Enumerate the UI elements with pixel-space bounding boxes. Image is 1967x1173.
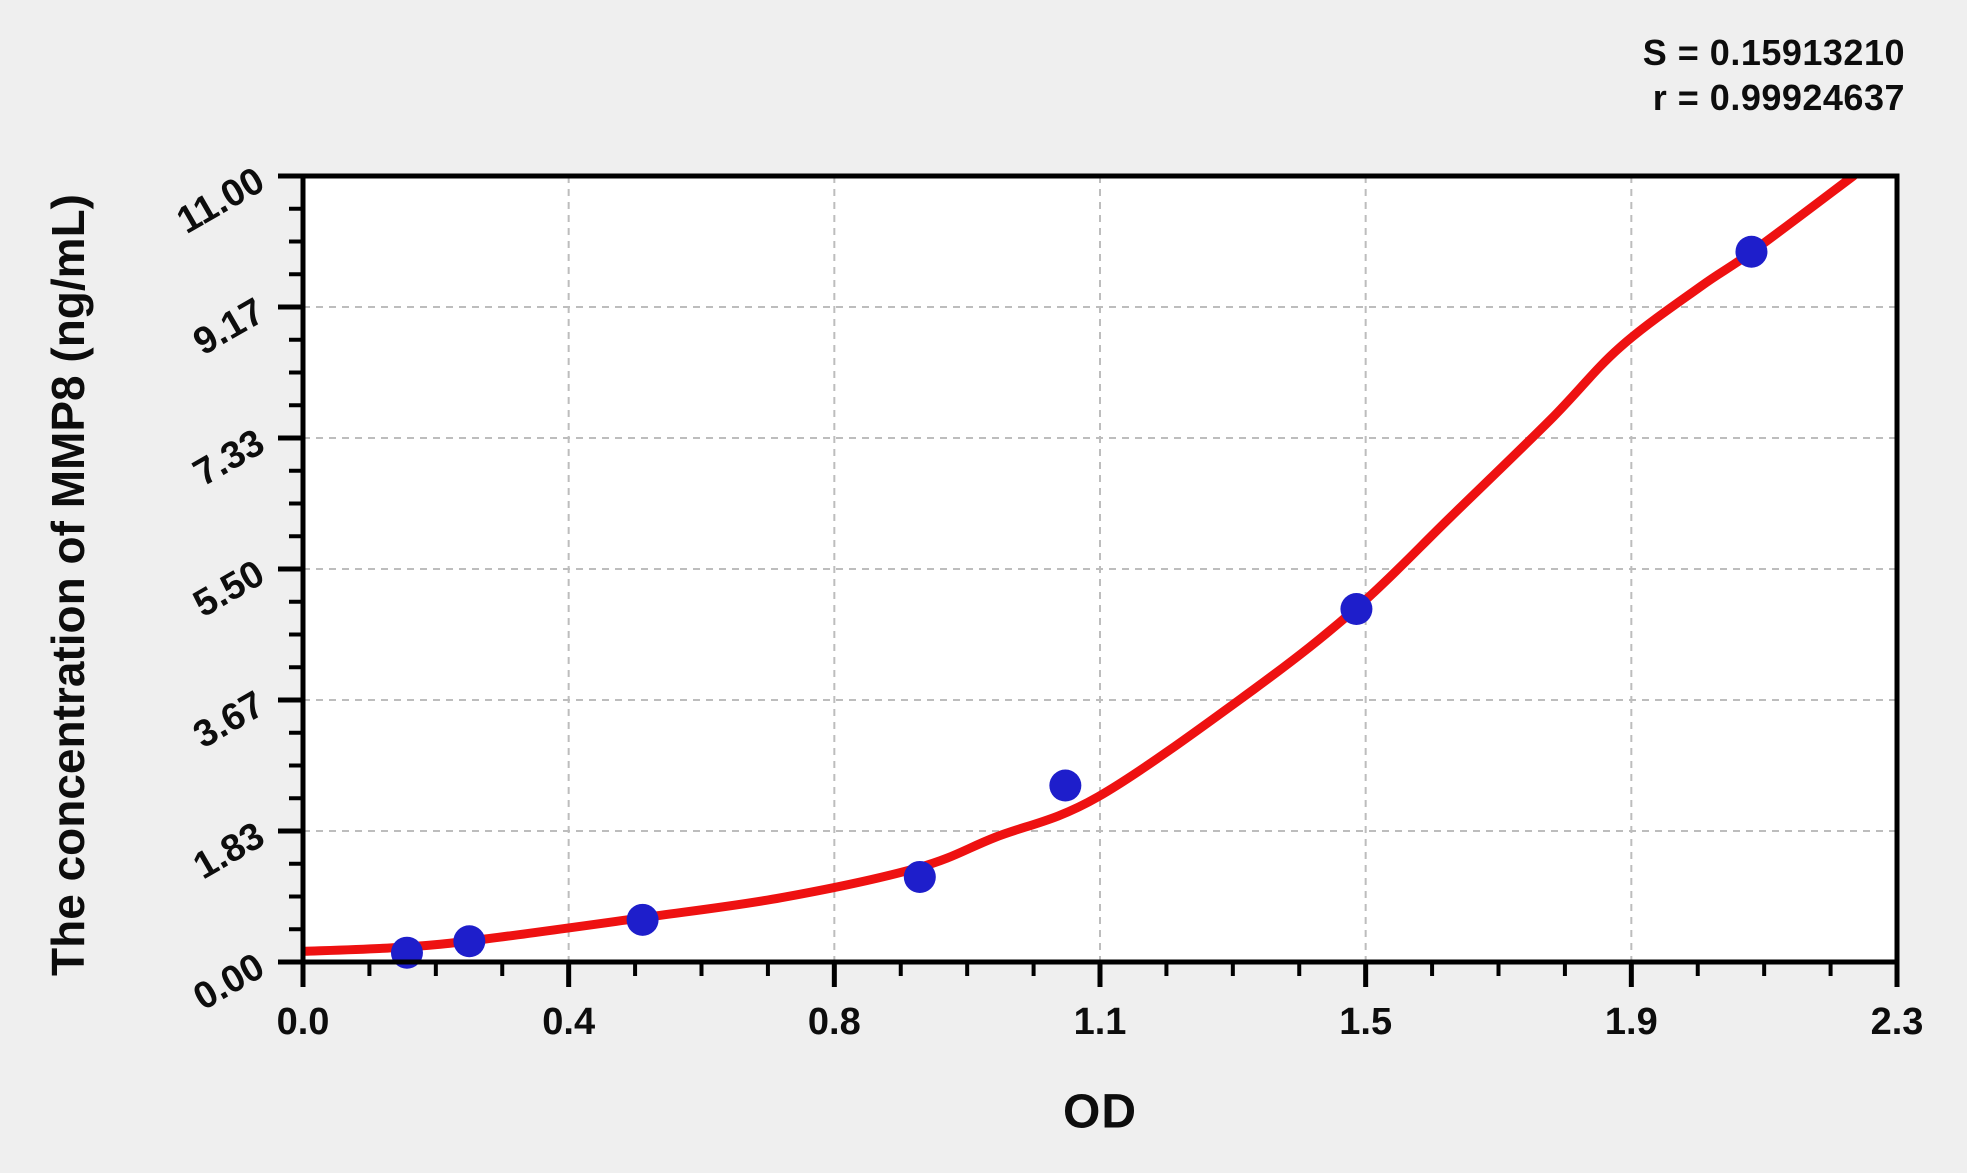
x-tick-label: 0.0	[277, 1001, 330, 1043]
x-tick-label: 1.5	[1339, 1001, 1392, 1043]
stat-r-value: r = 0.99924637	[1652, 77, 1905, 118]
data-point	[903, 860, 936, 893]
x-tick-label: 2.3	[1871, 1001, 1924, 1043]
data-point	[1735, 235, 1768, 268]
y-tick-label: 7.33	[186, 421, 271, 494]
x-axis-title: OD	[1063, 1085, 1137, 1139]
x-tick-label: 1.9	[1605, 1001, 1658, 1043]
data-point	[626, 903, 659, 936]
data-point	[453, 925, 486, 958]
x-tick-label: 1.1	[1074, 1001, 1127, 1043]
x-tick-label: 0.4	[542, 1001, 595, 1043]
fit-statistics: S = 0.15913210 r = 0.99924637	[1643, 30, 1905, 120]
y-tick-label: 11.00	[170, 159, 272, 242]
stat-s-value: S = 0.15913210	[1642, 32, 1905, 73]
x-tick-label: 0.8	[808, 1001, 861, 1043]
data-point	[1340, 593, 1373, 626]
y-tick-label: 5.50	[186, 552, 271, 625]
plot-border	[300, 173, 1900, 965]
y-tick-label: 3.67	[186, 683, 271, 756]
fitted-curve	[303, 176, 1858, 956]
y-tick-label: 1.83	[186, 814, 271, 887]
y-axis-title: The concentration of MMP8 (ng/mL)	[42, 194, 94, 976]
y-tick-label: 9.17	[186, 290, 271, 363]
y-tick-label: 0.00	[186, 945, 271, 1018]
data-point	[1049, 769, 1082, 802]
